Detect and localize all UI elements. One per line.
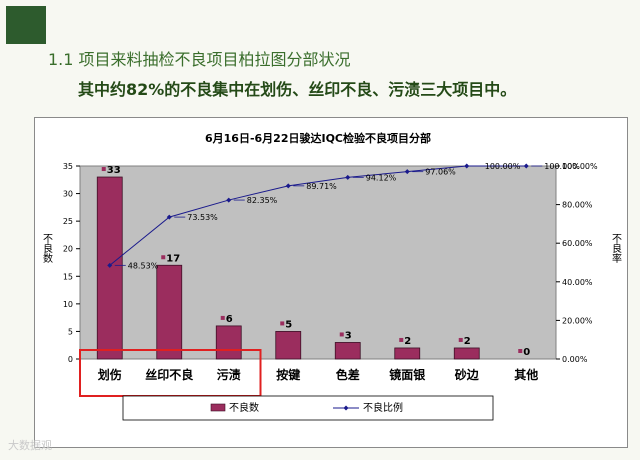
line-point — [345, 174, 351, 180]
right-axis-tick-label: 100.00% — [562, 162, 598, 171]
line-point — [464, 163, 470, 169]
chart-title: 6月16日-6月22日骏达IQC检验不良项目分部 — [205, 131, 431, 145]
left-axis-tick-label: 30 — [63, 190, 73, 199]
bar-value-label: 33 — [107, 165, 121, 176]
line-value-label: 89.71% — [306, 182, 337, 191]
right-axis-tick-label: 0.00% — [562, 355, 588, 364]
left-axis-tick-label: 25 — [63, 217, 73, 226]
line-value-label: 100.00% — [485, 162, 521, 171]
bar-value-label: 3 — [345, 330, 352, 341]
right-axis-tick-label: 80.00% — [562, 201, 593, 210]
category-label: 色差 — [336, 367, 360, 382]
category-label: 镜面银 — [389, 367, 426, 382]
line-value-label: 48.53% — [128, 261, 159, 270]
bar-value-label: 0 — [523, 347, 530, 358]
category-label: 划伤 — [98, 367, 122, 382]
watermark: 大数据观 — [8, 439, 52, 452]
pareto-chart-figure: 6月16日-6月22日骏达IQC检验不良项目分部 0 5 10 15 20 25 30 35 0.… — [34, 117, 628, 448]
legend-line-marker — [343, 405, 349, 411]
category-label: 污渍 — [217, 367, 241, 382]
line-value-label: 82.35% — [247, 196, 278, 205]
category-label: 丝印不良 — [145, 367, 193, 382]
bar-label-marker — [220, 315, 225, 320]
bar — [215, 325, 242, 360]
line-point — [285, 183, 291, 189]
legend-bar-swatch — [210, 403, 226, 412]
line-point — [523, 163, 529, 169]
bar-value-label: 6 — [226, 314, 233, 325]
bar — [96, 176, 123, 360]
bar — [394, 347, 421, 360]
legend-bar-label: 不良数 — [229, 401, 259, 414]
bar-label-marker — [161, 255, 166, 260]
left-axis-tick-label: 0 — [68, 355, 73, 364]
line-value-label: 100.00% — [544, 162, 580, 171]
category-label: 砂边 — [454, 367, 480, 382]
line-point — [226, 197, 232, 203]
left-axis-tick-label: 35 — [63, 162, 73, 171]
bar-value-label: 2 — [404, 336, 411, 347]
line-point — [107, 262, 113, 268]
bar-label-marker — [458, 337, 463, 342]
bar-value-label: 2 — [464, 336, 471, 347]
left-axis-tick-label: 5 — [68, 327, 73, 336]
line-point — [166, 214, 172, 220]
left-axis-tick-label: 20 — [63, 245, 73, 254]
bar-label-marker — [339, 332, 344, 337]
pareto-chart: 6月16日-6月22日骏达IQC检验不良项目分部051015202530350.… — [41, 131, 622, 421]
cumulative-line — [109, 165, 527, 266]
line-value-label: 73.53% — [187, 213, 218, 222]
bar — [156, 264, 183, 360]
slide-subheading: 其中约82%的不良集中在划伤、丝印不良、污渍三大项目中。 — [78, 80, 517, 99]
line-point — [404, 169, 410, 175]
bar — [334, 342, 361, 360]
category-label: 按键 — [276, 367, 300, 382]
bar-label-marker — [399, 337, 404, 342]
legend-box — [122, 395, 494, 421]
right-axis-title: 不良率 — [610, 233, 622, 264]
bar-label-marker — [280, 321, 285, 326]
bar — [275, 331, 302, 360]
bar-value-label: 17 — [166, 253, 180, 264]
line-value-label: 94.12% — [366, 173, 397, 182]
bar-label-marker — [518, 349, 523, 353]
category-label: 其他 — [514, 367, 538, 382]
bar-label-marker — [101, 167, 106, 172]
slide-heading: 1.1 项目来料抽检不良项目柏拉图分部状况 — [48, 50, 351, 69]
left-axis-tick-label: 10 — [63, 300, 73, 309]
bar-value-label: 5 — [285, 319, 292, 330]
left-axis-title: 不良数 — [41, 233, 53, 264]
corner-accent-block — [6, 6, 46, 44]
bar — [453, 347, 480, 360]
right-axis-tick-label: 20.00% — [562, 316, 593, 325]
line-value-label: 97.06% — [425, 168, 456, 177]
legend-line-label: 不良比例 — [363, 401, 403, 414]
left-axis-tick-label: 15 — [63, 272, 73, 281]
right-axis-tick-label: 40.00% — [562, 278, 593, 287]
right-axis-tick-label: 60.00% — [562, 239, 593, 248]
